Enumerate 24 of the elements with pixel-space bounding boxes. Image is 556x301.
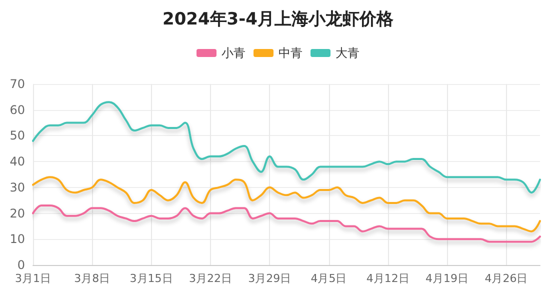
x-tick-label: 3月1日: [15, 272, 51, 285]
x-tick-label: 4月19日: [426, 272, 469, 285]
x-tick-label: 3月29日: [248, 272, 292, 285]
y-tick-label: 20: [10, 206, 25, 220]
y-tick-label: 10: [10, 232, 25, 246]
y-tick-label: 40: [10, 154, 25, 169]
x-tick-label: 4月5日: [310, 272, 347, 285]
y-tick-label: 50: [10, 128, 25, 143]
y-tick-label: 30: [10, 180, 25, 194]
y-tick-label: 70: [10, 77, 25, 91]
x-tick-label: 3月15日: [130, 272, 173, 285]
x-tick-label: 4月12日: [366, 272, 410, 285]
y-tick-label: 0: [17, 258, 25, 272]
line-series: [32, 204, 541, 243]
y-tick-label: 60: [10, 102, 25, 117]
x-tick-label: 3月22日: [188, 272, 232, 285]
line-series: [32, 101, 541, 194]
legend-label: 小青: [222, 46, 246, 60]
line-series: [32, 176, 541, 232]
x-tick-label: 3月8日: [74, 272, 110, 285]
x-tick-label: 4月26日: [484, 272, 528, 285]
chart-title: 2024年3-4月上海小龙虾价格: [162, 10, 395, 30]
legend-label: 大青: [336, 46, 360, 60]
legend-label: 中青: [278, 46, 302, 60]
